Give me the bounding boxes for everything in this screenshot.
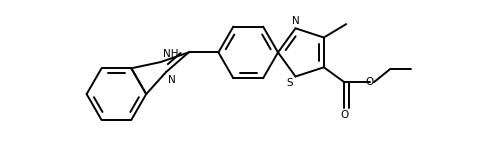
- Text: NH: NH: [162, 49, 178, 59]
- Text: O: O: [340, 110, 349, 120]
- Text: N: N: [168, 75, 176, 85]
- Text: N: N: [292, 16, 299, 26]
- Text: O: O: [366, 77, 374, 87]
- Text: S: S: [287, 78, 293, 88]
